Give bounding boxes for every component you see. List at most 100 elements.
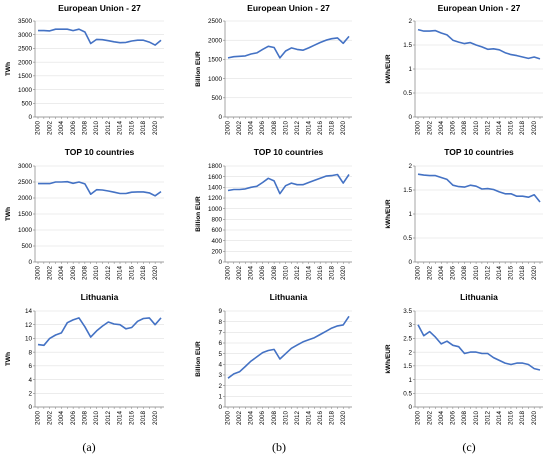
y-tick-label: 2 [28,390,32,397]
y-tick-label: 1 [408,66,412,73]
x-tick-label: 2008 [82,411,89,426]
chart-title: TOP 10 countries [444,147,514,157]
x-tick-label: 2014 [496,121,503,136]
panel-label-b: (b) [272,440,286,454]
x-tick-label: 2006 [450,266,457,281]
x-tick-label: 2012 [484,121,491,136]
chart-9: Lithuania kWh/EUR 0 0.5 1 1.5 2 2.5 3 3.5 2000 2002… [385,292,543,425]
y-tick-label: 14 [25,308,33,315]
y-tick-label: 3 [408,322,412,329]
chart-title: European Union - 27 [58,3,141,13]
x-tick-label: 2014 [305,266,312,281]
x-tick-label: 2020 [531,121,538,136]
x-tick-label: 2000 [225,121,232,136]
x-tick-label: 2002 [236,121,243,136]
chart-2: European Union - 27 Billion EUR 0 500 1000 15… [195,3,352,135]
chart-5: TOP 10 countries Billion EUR 0 200 400 600 800… [195,147,352,280]
x-tick-label: 2012 [484,266,491,281]
x-tick-label: 2018 [519,411,526,426]
y-tick-label: 500 [21,243,32,250]
x-tick-label: 2014 [305,121,312,136]
y-tick-label: 9 [218,308,222,315]
y-tick-label: 10 [25,336,33,343]
series-line [417,28,541,60]
series-line [38,28,162,46]
x-tick-label: 2020 [340,266,347,281]
y-tick-label: 1000 [208,76,223,83]
y-tick-label: 0.5 [403,90,412,97]
y-tick-label: 1500 [18,211,33,218]
x-tick-label: 2000 [225,266,232,281]
x-tick-label: 2002 [426,266,433,281]
x-tick-label: 2006 [70,121,77,136]
y-axis-label: Billion EUR [195,341,202,377]
y-tick-label: 0 [28,114,32,121]
x-tick-label: 2008 [82,266,89,281]
y-tick-label: 0 [408,259,412,266]
x-tick-label: 2004 [248,411,255,426]
x-tick-label: 2006 [259,411,266,426]
y-tick-label: 1 [408,377,412,384]
y-tick-label: 800 [211,217,222,224]
x-tick-label: 2004 [58,121,65,136]
y-tick-label: 200 [211,249,222,256]
x-tick-label: 2002 [426,121,433,136]
y-tick-label: 6 [218,340,222,347]
x-tick-label: 2014 [496,411,503,426]
x-tick-label: 2002 [236,411,243,426]
x-tick-label: 2018 [519,266,526,281]
y-tick-label: 4 [218,362,222,369]
x-tick-label: 2020 [531,411,538,426]
x-tick-label: 2014 [305,411,312,426]
y-tick-label: 2 [408,18,412,25]
x-tick-label: 2012 [105,411,112,426]
y-tick-label: 2000 [208,37,223,44]
x-tick-label: 2016 [128,121,135,136]
x-tick-label: 2016 [317,266,324,281]
series-line [417,173,541,203]
x-tick-label: 2016 [128,411,135,426]
x-tick-label: 2008 [461,266,468,281]
y-tick-label: 2 [408,163,412,170]
y-tick-label: 0 [218,114,222,121]
y-tick-label: 8 [28,349,32,356]
y-axis-label: TWh [5,352,12,366]
y-tick-label: 1600 [208,174,223,181]
y-tick-label: 2000 [18,195,33,202]
x-tick-label: 2010 [282,411,289,426]
x-tick-label: 2010 [93,266,100,281]
x-tick-label: 2008 [461,411,468,426]
x-tick-label: 2014 [117,411,124,426]
x-tick-label: 2020 [152,266,159,281]
y-tick-label: 1.5 [403,187,412,194]
x-tick-label: 2016 [317,121,324,136]
panel-label-c: (c) [462,440,476,454]
x-tick-label: 2018 [519,121,526,136]
x-tick-label: 2004 [248,121,255,136]
x-tick-label: 2008 [82,121,89,136]
x-tick-label: 2018 [140,411,147,426]
x-tick-label: 2016 [508,266,515,281]
y-tick-label: 1.5 [403,42,412,49]
x-tick-label: 2002 [46,266,53,281]
y-tick-label: 3000 [18,32,33,39]
y-tick-label: 2500 [208,18,223,25]
x-tick-label: 2004 [438,266,445,281]
x-tick-label: 2002 [426,411,433,426]
x-tick-label: 2012 [294,266,301,281]
y-tick-label: 1 [218,394,222,401]
y-tick-label: 2.5 [403,336,412,343]
x-tick-label: 2006 [450,411,457,426]
y-axis-label: TWh [5,62,12,76]
y-tick-label: 3 [218,372,222,379]
x-tick-label: 2006 [450,121,457,136]
x-tick-label: 2000 [415,411,422,426]
y-tick-label: 400 [211,238,222,245]
y-tick-label: 4 [28,377,32,384]
x-tick-label: 2010 [473,411,480,426]
x-tick-label: 2008 [271,121,278,136]
chart-title: European Union - 27 [438,3,521,13]
x-tick-label: 2016 [508,121,515,136]
series-line [417,324,541,371]
